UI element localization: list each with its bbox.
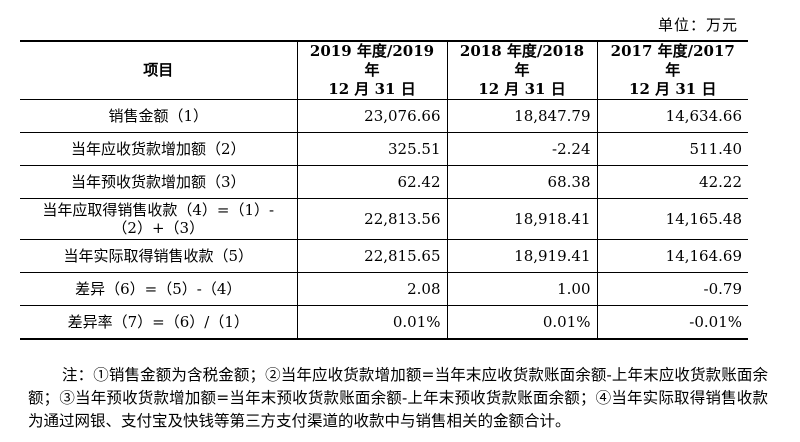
header-2018-line2: 12 月 31 日 <box>478 80 566 98</box>
row-label: 当年实际取得销售收款（5） <box>20 239 298 273</box>
table-row: 差异（6）=（5）-（4） 2.08 1.00 -0.79 <box>20 272 748 306</box>
row-label: 差异（6）=（5）-（4） <box>20 272 298 306</box>
header-2017-line2: 12 月 31 日 <box>629 80 717 98</box>
cell-2017: 14,165.48 <box>596 198 748 240</box>
cell-2017: 511.40 <box>596 132 748 166</box>
header-2017-line1: 2017 年度/2017 年 <box>610 42 735 79</box>
cell-2017: 14,634.66 <box>596 99 748 133</box>
row-label: 销售金额（1） <box>20 99 298 133</box>
cell-2018: 18,918.41 <box>446 198 598 240</box>
table-row: 当年应收货款增加额（2） 325.51 -2.24 511.40 <box>20 132 748 166</box>
cell-2017: -0.01% <box>596 305 748 340</box>
table-row: 当年实际取得销售收款（5） 22,815.65 18,919.41 14,164… <box>20 239 748 273</box>
cell-2017: -0.79 <box>596 272 748 306</box>
row-label: 当年应取得销售收款（4）=（1）- （2）+（3） <box>20 198 298 240</box>
header-2018-line1: 2018 年度/2018 年 <box>459 42 585 79</box>
table-row: 销售金额（1） 23,076.66 18,847.79 14,634.66 <box>20 99 748 133</box>
cell-2018: 1.00 <box>446 272 598 306</box>
cell-2018: 18,919.41 <box>446 239 598 273</box>
cell-2019: 22,813.56 <box>296 198 448 240</box>
row-label: 差异率（7）=（6）/（1） <box>20 305 298 340</box>
cell-2019: 62.42 <box>296 165 448 199</box>
cell-2018: 18,847.79 <box>446 99 598 133</box>
cell-2017: 42.22 <box>596 165 748 199</box>
cell-2019: 2.08 <box>296 272 448 306</box>
cell-2019: 0.01% <box>296 305 448 340</box>
table-row: 差异率（7）=（6）/（1） 0.01% 0.01% -0.01% <box>20 305 748 340</box>
header-item-label: 项目 <box>143 61 174 79</box>
financial-table: 项目 2019 年度/2019 年 12 月 31 日 2018 年度/2018… <box>20 40 748 340</box>
row-label-line2: （2）+（3） <box>112 219 205 237</box>
header-2019-line2: 12 月 31 日 <box>328 80 416 98</box>
table-header-row: 项目 2019 年度/2019 年 12 月 31 日 2018 年度/2018… <box>20 40 748 100</box>
header-2018: 2018 年度/2018 年 12 月 31 日 <box>446 40 598 100</box>
footnote: 注：①销售金额为含税金额；②当年应收货款增加额=当年末应收货款账面余额-上年末应… <box>28 365 768 430</box>
header-2019-line1: 2019 年度/2019 年 <box>309 42 435 79</box>
cell-2018: 0.01% <box>446 305 598 340</box>
table-row: 当年预收货款增加额（3） 62.42 68.38 42.22 <box>20 165 748 199</box>
row-label: 当年预收货款增加额（3） <box>20 165 298 199</box>
header-2017: 2017 年度/2017 年 12 月 31 日 <box>596 40 748 100</box>
row-label-line1: 当年应取得销售收款（4）=（1）- <box>42 201 275 219</box>
cell-2018: 68.38 <box>446 165 598 199</box>
cell-2019: 22,815.65 <box>296 239 448 273</box>
cell-2017: 14,164.69 <box>596 239 748 273</box>
header-item: 项目 <box>20 40 298 100</box>
table-row: 当年应取得销售收款（4）=（1）- （2）+（3） 22,813.56 18,9… <box>20 198 748 240</box>
row-label: 当年应收货款增加额（2） <box>20 132 298 166</box>
cell-2019: 325.51 <box>296 132 448 166</box>
unit-label: 单位：万元 <box>657 16 738 34</box>
cell-2018: -2.24 <box>446 132 598 166</box>
cell-2019: 23,076.66 <box>296 99 448 133</box>
header-2019: 2019 年度/2019 年 12 月 31 日 <box>296 40 448 100</box>
